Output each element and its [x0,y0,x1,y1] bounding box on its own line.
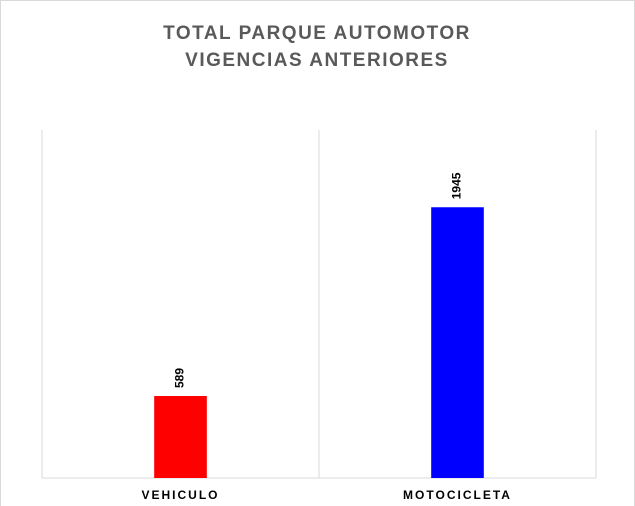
x-tick-label: VEHICULO [141,488,219,502]
bar [154,396,207,478]
chart-title: TOTAL PARQUE AUTOMOTOR VIGENCIAS ANTERIO… [163,23,471,71]
x-tick-label: MOTOCICLETA [403,488,512,502]
bar [431,207,484,479]
data-label: 1945 [450,172,464,199]
data-label: 589 [173,368,187,388]
